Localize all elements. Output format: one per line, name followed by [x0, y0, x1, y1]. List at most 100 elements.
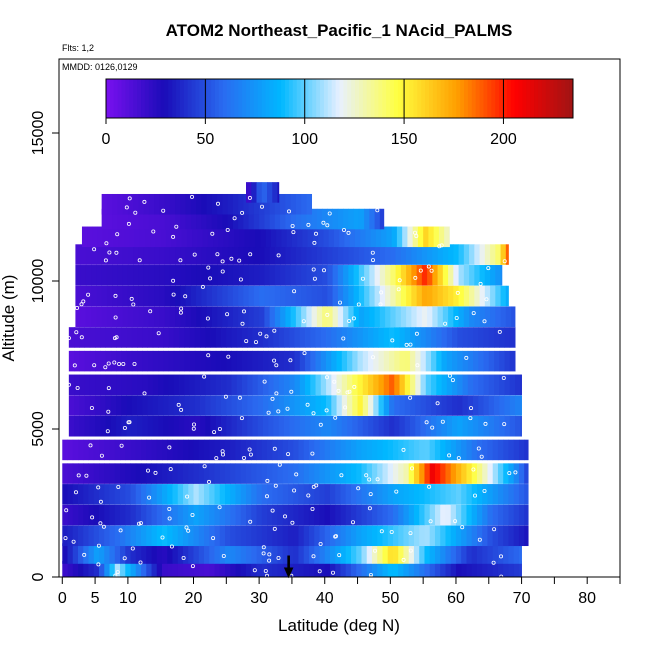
heat-cell [261, 525, 268, 547]
heat-cell [515, 374, 521, 396]
heat-cell [337, 265, 344, 286]
heat-cell [403, 561, 410, 577]
heat-cell [126, 327, 133, 348]
heat-cell [79, 415, 85, 437]
heat-cell [383, 415, 390, 437]
heat-cell [204, 561, 210, 577]
heat-cell [269, 244, 276, 265]
sample-point [404, 342, 409, 347]
heat-cell [210, 327, 217, 348]
heat-cell [520, 395, 522, 416]
sample-point [498, 554, 503, 559]
heat-cell [210, 350, 217, 372]
heat-cell [399, 415, 406, 437]
heat-cell [445, 543, 452, 564]
heat-cell [462, 350, 469, 372]
heat-cell [290, 306, 297, 327]
heat-cell [293, 504, 299, 526]
heat-cell [278, 395, 285, 416]
heat-cell [200, 415, 206, 437]
heat-cell [362, 395, 369, 416]
heat-cell [431, 374, 437, 396]
heat-cell [230, 543, 236, 564]
heat-cell [326, 327, 332, 348]
heat-cell [387, 504, 394, 526]
heat-cell [419, 543, 425, 564]
heat-cell [150, 226, 156, 248]
sample-point [492, 527, 497, 532]
sample-point [64, 508, 69, 513]
heat-cell [310, 350, 316, 372]
heat-cell [383, 327, 390, 348]
heat-cell [289, 374, 295, 396]
heat-cell [306, 193, 313, 215]
heat-cell [374, 208, 381, 230]
heat-cell [127, 306, 134, 327]
heat-cell [484, 306, 491, 327]
heat-cell [236, 415, 243, 437]
heat-cell [112, 265, 118, 286]
heat-cell [231, 395, 238, 416]
heat-cell [357, 350, 364, 372]
y-tick-label: 10000 [30, 259, 47, 304]
heat-cell [440, 484, 446, 505]
colorbar-cell [288, 79, 294, 118]
colorbar-cell [557, 79, 562, 118]
heat-cell [415, 327, 421, 348]
heat-cell [466, 525, 473, 547]
heat-cell [299, 350, 306, 372]
heat-cell [268, 395, 274, 416]
colorbar-cell [207, 79, 212, 118]
heat-cell [200, 327, 206, 348]
heat-cell [217, 193, 223, 215]
colorbar-cell [257, 79, 263, 118]
heat-cell [487, 561, 494, 577]
heat-cell [377, 525, 383, 547]
heat-cell [235, 439, 242, 461]
heat-cell [431, 350, 437, 372]
sample-point [456, 456, 461, 461]
heat-cell [421, 285, 428, 307]
heat-cell [205, 395, 211, 416]
heat-cell [80, 285, 87, 307]
heat-cell [99, 543, 105, 564]
heat-cell [387, 484, 394, 505]
colorbar-cell [323, 79, 329, 118]
sample-point [447, 453, 452, 458]
heat-cell [295, 193, 302, 215]
heat-cell [476, 543, 483, 564]
sample-point [447, 373, 452, 378]
sample-point [491, 560, 496, 565]
heat-cell [335, 561, 341, 577]
heat-cell [395, 306, 402, 327]
heat-cell [429, 525, 436, 547]
heat-cell [478, 374, 484, 396]
heat-cell [413, 439, 420, 461]
sample-point [333, 415, 338, 420]
sample-point [397, 278, 402, 283]
sample-point [112, 360, 117, 365]
heat-cell [284, 327, 290, 348]
heat-cell [206, 208, 213, 230]
sample-point [464, 355, 469, 360]
heat-cell [261, 182, 268, 203]
heat-cell [277, 484, 284, 505]
heat-cell [319, 463, 326, 484]
heat-cell [299, 374, 306, 396]
heat-cell [159, 306, 166, 327]
heat-cell [432, 306, 438, 327]
heat-cell [104, 463, 110, 484]
heat-cell [240, 504, 247, 526]
heat-cell [162, 525, 168, 547]
heat-cell [324, 561, 331, 577]
heat-cell [91, 244, 97, 265]
heat-cell [194, 327, 201, 348]
heat-cell [369, 285, 375, 307]
heat-cell [211, 244, 218, 265]
heat-cell [453, 285, 459, 307]
heat-cell [467, 395, 474, 416]
heat-cell [93, 561, 100, 577]
heat-cell [371, 504, 378, 526]
heat-cell [395, 285, 402, 307]
heat-cell [88, 561, 95, 577]
